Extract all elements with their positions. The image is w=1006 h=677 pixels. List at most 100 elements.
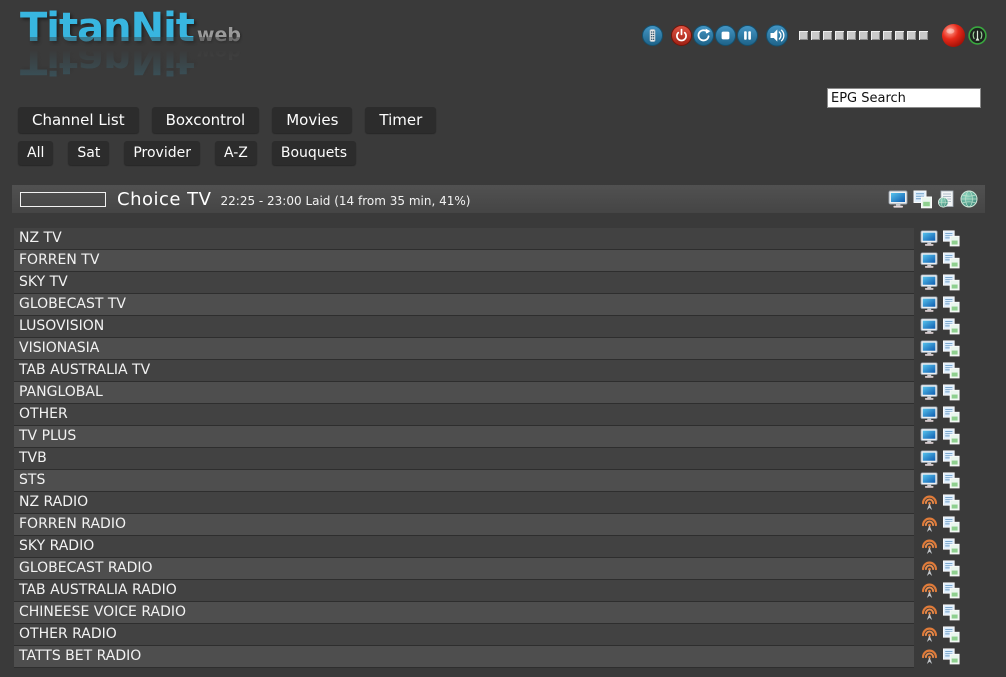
volume-segment[interactable] xyxy=(883,31,892,40)
channel-name[interactable]: TATTS BET RADIO xyxy=(14,646,914,667)
channel-row[interactable]: GLOBECAST RADIO xyxy=(14,558,968,579)
channel-row[interactable]: NZ RADIO xyxy=(14,492,968,513)
channel-name[interactable]: NZ TV xyxy=(14,228,914,249)
pause-button[interactable] xyxy=(737,25,758,46)
epg-copy-icon[interactable] xyxy=(942,648,961,665)
channel-name[interactable]: TAB AUSTRALIA TV xyxy=(14,360,914,381)
channel-name[interactable]: FORREN TV xyxy=(14,250,914,271)
web-epg-icon[interactable] xyxy=(937,190,956,209)
volume-segment[interactable] xyxy=(919,31,928,40)
channel-row[interactable]: TVB xyxy=(14,448,968,469)
tv-icon[interactable] xyxy=(920,362,939,379)
channel-name[interactable]: VISIONASIA xyxy=(14,338,914,359)
channel-row[interactable]: TV PLUS xyxy=(14,426,968,447)
tab-channel-list[interactable]: Channel List xyxy=(18,107,139,133)
epg-copy-icon[interactable] xyxy=(942,340,961,357)
volume-segment[interactable] xyxy=(871,31,880,40)
tv-icon[interactable] xyxy=(920,230,939,247)
filter-all[interactable]: All xyxy=(18,141,54,165)
epg-copy-icon[interactable] xyxy=(942,362,961,379)
epg-search-input[interactable] xyxy=(827,88,981,108)
epg-copy-icon[interactable] xyxy=(942,450,961,467)
power-button[interactable] xyxy=(671,25,692,46)
volume-segment[interactable] xyxy=(847,31,856,40)
tv-icon[interactable] xyxy=(920,472,939,489)
radio-icon[interactable] xyxy=(920,604,939,621)
reload-button[interactable] xyxy=(693,25,714,46)
epg-copy-icon[interactable] xyxy=(942,494,961,511)
volume-segment[interactable] xyxy=(811,31,820,40)
radio-icon[interactable] xyxy=(920,560,939,577)
channel-row[interactable]: TATTS BET RADIO xyxy=(14,646,968,667)
radio-icon[interactable] xyxy=(920,538,939,555)
channel-name[interactable]: TVB xyxy=(14,448,914,469)
epg-copy-icon[interactable] xyxy=(942,626,961,643)
stream-button[interactable] xyxy=(968,26,987,45)
epg-copy-icon[interactable] xyxy=(942,582,961,599)
epg-copy-icon[interactable] xyxy=(942,604,961,621)
stop-button[interactable] xyxy=(715,25,736,46)
channel-name[interactable]: STS xyxy=(14,470,914,491)
globe-icon[interactable] xyxy=(960,190,978,208)
channel-row[interactable]: SKY TV xyxy=(14,272,968,293)
filter-bouquets[interactable]: Bouquets xyxy=(271,141,357,165)
tv-icon[interactable] xyxy=(920,384,939,401)
channel-name[interactable]: OTHER xyxy=(14,404,914,425)
channel-name[interactable]: NZ RADIO xyxy=(14,492,914,513)
channel-row[interactable]: OTHER RADIO xyxy=(14,624,968,645)
volume-segment[interactable] xyxy=(835,31,844,40)
channel-row[interactable]: GLOBECAST TV xyxy=(14,294,968,315)
tab-boxcontrol[interactable]: Boxcontrol xyxy=(151,107,260,133)
channel-row[interactable]: FORREN RADIO xyxy=(14,514,968,535)
channel-row[interactable]: TAB AUSTRALIA TV xyxy=(14,360,968,381)
screen-icon[interactable] xyxy=(888,190,909,209)
volume-segment[interactable] xyxy=(859,31,868,40)
tab-timer[interactable]: Timer xyxy=(365,107,437,133)
channel-name[interactable]: TAB AUSTRALIA RADIO xyxy=(14,580,914,601)
epg-copy-icon[interactable] xyxy=(913,190,933,209)
channel-name[interactable]: TV PLUS xyxy=(14,426,914,447)
remote-button[interactable] xyxy=(642,25,663,46)
epg-copy-icon[interactable] xyxy=(942,274,961,291)
radio-icon[interactable] xyxy=(920,516,939,533)
channel-row[interactable]: OTHER xyxy=(14,404,968,425)
channel-row[interactable]: LUSOVISION xyxy=(14,316,968,337)
radio-icon[interactable] xyxy=(920,626,939,643)
tv-icon[interactable] xyxy=(920,318,939,335)
volume-segment[interactable] xyxy=(823,31,832,40)
channel-name[interactable]: SKY TV xyxy=(14,272,914,293)
channel-row[interactable]: STS xyxy=(14,470,968,491)
epg-copy-icon[interactable] xyxy=(942,384,961,401)
channel-row[interactable]: VISIONASIA xyxy=(14,338,968,359)
epg-copy-icon[interactable] xyxy=(942,406,961,423)
record-indicator[interactable] xyxy=(941,23,966,48)
tv-icon[interactable] xyxy=(920,252,939,269)
epg-copy-icon[interactable] xyxy=(942,230,961,247)
channel-row[interactable]: TAB AUSTRALIA RADIO xyxy=(14,580,968,601)
channel-name[interactable]: GLOBECAST RADIO xyxy=(14,558,914,579)
channel-name[interactable]: FORREN RADIO xyxy=(14,514,914,535)
volume-segment[interactable] xyxy=(895,31,904,40)
tv-icon[interactable] xyxy=(920,274,939,291)
tab-movies[interactable]: Movies xyxy=(272,107,353,133)
volume-button[interactable] xyxy=(766,24,790,47)
epg-copy-icon[interactable] xyxy=(942,428,961,445)
filter-az[interactable]: A-Z xyxy=(214,141,257,165)
channel-name[interactable]: CHINEESE VOICE RADIO xyxy=(14,602,914,623)
volume-segment[interactable] xyxy=(907,31,916,40)
epg-copy-icon[interactable] xyxy=(942,538,961,555)
tv-icon[interactable] xyxy=(920,296,939,313)
channel-name[interactable]: LUSOVISION xyxy=(14,316,914,337)
radio-icon[interactable] xyxy=(920,648,939,665)
tv-icon[interactable] xyxy=(920,340,939,357)
channel-name[interactable]: SKY RADIO xyxy=(14,536,914,557)
filter-sat[interactable]: Sat xyxy=(68,141,110,165)
epg-copy-icon[interactable] xyxy=(942,252,961,269)
radio-icon[interactable] xyxy=(920,582,939,599)
epg-copy-icon[interactable] xyxy=(942,560,961,577)
channel-row[interactable]: CHINEESE VOICE RADIO xyxy=(14,602,968,623)
epg-copy-icon[interactable] xyxy=(942,516,961,533)
channel-row[interactable]: FORREN TV xyxy=(14,250,968,271)
epg-copy-icon[interactable] xyxy=(942,472,961,489)
tv-icon[interactable] xyxy=(920,450,939,467)
